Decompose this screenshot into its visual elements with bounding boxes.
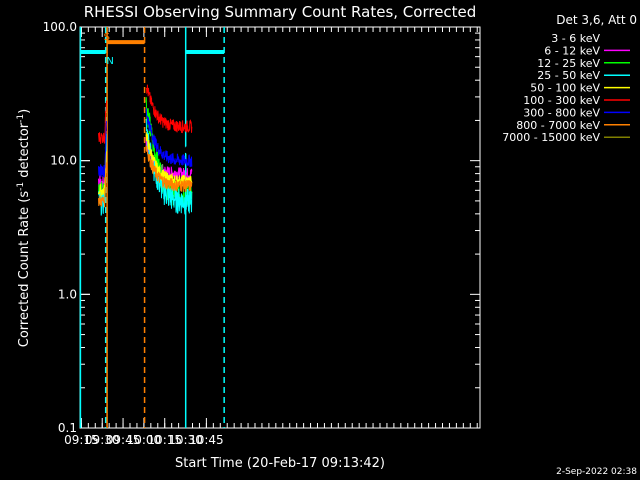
chart-title: RHESSI Observing Summary Count Rates, Co…: [84, 3, 477, 21]
y-tick-label: 100.0: [43, 20, 77, 34]
timestamp: 2-Sep-2022 02:38: [556, 467, 637, 477]
x-tick-label: 09:45: [106, 433, 141, 447]
x-tick-label: 10:30: [168, 433, 203, 447]
legend-entry-label: 100 - 300 keV: [523, 94, 600, 107]
series-line-pre: [98, 162, 107, 208]
legend-entry-label: 50 - 100 keV: [530, 82, 600, 95]
y-tick-label: 10.0: [50, 154, 77, 168]
legend-header: Det 3,6, Att 0: [556, 13, 637, 27]
legend-entry-label: 800 - 7000 keV: [516, 119, 600, 132]
series-line-pre: [98, 100, 107, 144]
legend-entry-label: 3 - 6 keV: [551, 32, 600, 45]
y-tick-label: 0.1: [58, 421, 77, 435]
legend-entry-label: 7000 - 15000 keV: [502, 131, 600, 144]
legend-entry-label: 6 - 12 keV: [544, 44, 600, 57]
series-line-post: [145, 84, 193, 134]
x-tick-label: 10:15: [147, 433, 182, 447]
flag-label: S: [104, 32, 110, 43]
data-series-group: [98, 84, 193, 216]
x-tick-label: 10:45: [189, 433, 224, 447]
x-tick-label: 10:00: [127, 433, 162, 447]
flag-label: N: [106, 56, 113, 67]
x-axis-label: Start Time (20-Feb-17 09:13:42): [175, 456, 385, 471]
legend-entry-label: 12 - 25 keV: [537, 57, 600, 70]
legend-entry-label: 300 - 800 keV: [523, 106, 600, 119]
y-tick-label: 1.0: [58, 287, 77, 301]
series-line-post: [145, 145, 193, 192]
legend-entry-label: 25 - 50 keV: [537, 69, 600, 82]
x-tick-label: 09:15: [64, 433, 99, 447]
series-line-pre: [98, 151, 107, 198]
flag-overlays: SN: [79, 27, 225, 428]
y-axis-label: Corrected Count Rate (s-1 detector-1): [16, 109, 32, 347]
x-tick-label: 09:30: [85, 433, 120, 447]
series-line-post: [145, 108, 193, 167]
series-line-pre: [98, 121, 107, 178]
